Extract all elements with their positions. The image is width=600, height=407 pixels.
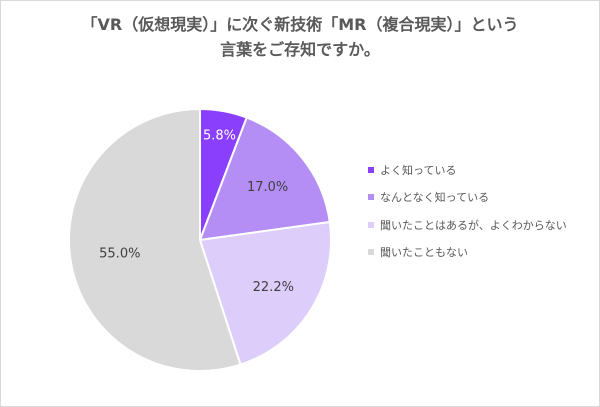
legend-swatch-2 — [368, 221, 374, 228]
legend-item-2: 聞いたことはあるが、よくわからない — [368, 217, 567, 232]
pie-data-label-0: 5.8% — [203, 128, 236, 143]
legend-label-1: なんとなく知っている — [380, 191, 490, 204]
legend-label-2: 聞いたことはあるが、よくわからない — [380, 218, 567, 232]
pie-data-label-2: 22.2% — [253, 280, 294, 295]
pie-data-label-1: 17.0% — [247, 180, 288, 195]
chart-title-line-2: 言葉をご存知ですか。 — [220, 40, 380, 59]
legend-swatch-0 — [368, 166, 374, 173]
pie-slice-2 — [198, 220, 332, 366]
legend-label-0: よく知っている — [380, 163, 457, 177]
legend-swatch-3 — [368, 249, 374, 255]
legend-label-3: 聞いたこともない — [380, 246, 468, 259]
chart-legend: よく知っているなんとなく知っている聞いたことはあるが、よくわからない 聞いたことも… — [368, 162, 567, 272]
pie-slice-1 — [198, 116, 331, 242]
legend-item-3: 聞いたこともない — [368, 245, 567, 260]
pie-data-label-3: 55.0% — [99, 247, 140, 262]
chart-title: 「VR（仮想現実）」に次ぐ新技術「MR（複合現実）」という 言葉をご存知ですか。 — [0, 12, 600, 62]
pie-slice-3 — [68, 107, 242, 372]
legend-item-0: よく知っている — [368, 162, 567, 177]
chart-title-line-1: 「VR（仮想現実）」に次ぐ新技術「MR（複合現実）」という — [81, 15, 519, 34]
legend-swatch-1 — [368, 194, 374, 200]
legend-item-1: なんとなく知っている — [368, 190, 567, 205]
